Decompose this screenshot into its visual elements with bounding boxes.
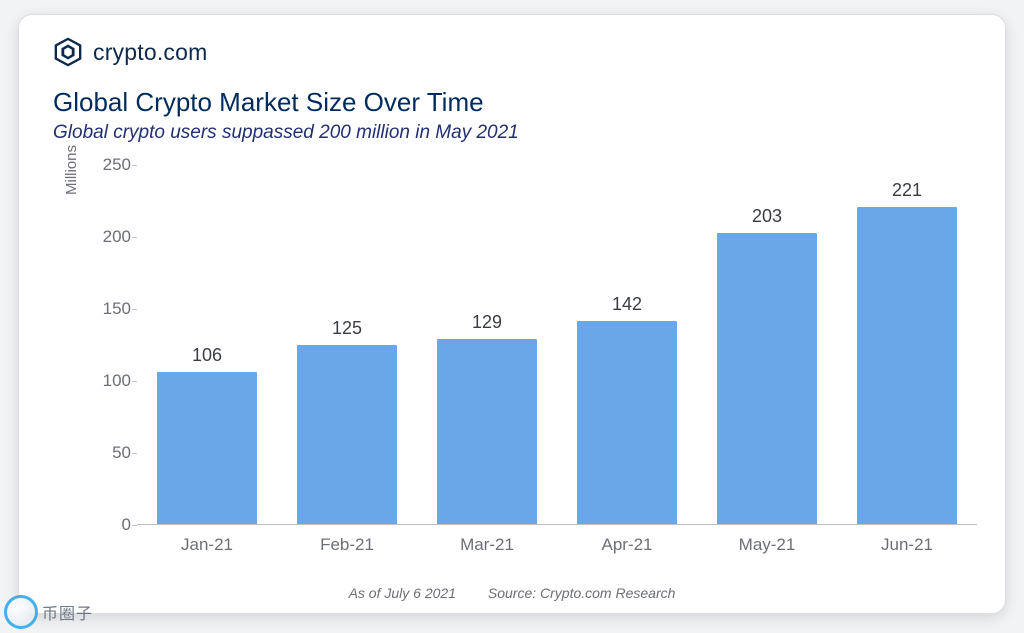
bar-value-label: 125 bbox=[297, 318, 398, 339]
x-tick-label: Feb-21 bbox=[277, 535, 417, 555]
y-tick-mark bbox=[132, 525, 137, 526]
chart-titles: Global Crypto Market Size Over Time Glob… bbox=[19, 67, 1005, 144]
brand-name: crypto.com bbox=[93, 39, 207, 66]
bar-rect: 106 bbox=[157, 372, 258, 525]
y-tick-label: 200 bbox=[87, 227, 131, 247]
chart-title: Global Crypto Market Size Over Time bbox=[53, 87, 971, 118]
y-axis-title: Millions bbox=[63, 145, 80, 195]
bar-rect: 125 bbox=[297, 345, 398, 525]
bar-rect: 142 bbox=[577, 321, 678, 525]
bar-rect: 203 bbox=[717, 233, 818, 525]
y-tick-label: 150 bbox=[87, 299, 131, 319]
x-tick-label: Jun-21 bbox=[837, 535, 977, 555]
bar-rect: 129 bbox=[437, 339, 538, 525]
footer-asof: As of July 6 2021 bbox=[349, 585, 456, 601]
y-tick-mark bbox=[132, 453, 137, 454]
y-tick-label: 50 bbox=[87, 443, 131, 463]
y-tick-label: 100 bbox=[87, 371, 131, 391]
watermark: 币圈子 bbox=[4, 595, 93, 629]
footer-source: Source: Crypto.com Research bbox=[488, 585, 676, 601]
x-tick-label: Apr-21 bbox=[557, 535, 697, 555]
bar-value-label: 203 bbox=[717, 206, 818, 227]
bar-slot: 203May-21 bbox=[697, 165, 837, 525]
x-tick-label: Mar-21 bbox=[417, 535, 557, 555]
watermark-text: 币圈子 bbox=[42, 600, 93, 624]
bar-slot: 221Jun-21 bbox=[837, 165, 977, 525]
x-tick-label: May-21 bbox=[697, 535, 837, 555]
watermark-ring-icon bbox=[4, 595, 38, 629]
bar-slot: 125Feb-21 bbox=[277, 165, 417, 525]
y-tick-mark bbox=[132, 237, 137, 238]
bar-group: 106Jan-21125Feb-21129Mar-21142Apr-21203M… bbox=[137, 165, 977, 525]
y-tick-mark bbox=[132, 165, 137, 166]
y-tick-mark bbox=[132, 309, 137, 310]
bar-value-label: 221 bbox=[857, 180, 958, 201]
y-tick-mark bbox=[132, 381, 137, 382]
bar-value-label: 106 bbox=[157, 345, 258, 366]
crypto-com-logo-icon bbox=[53, 37, 83, 67]
y-tick-label: 0 bbox=[87, 515, 131, 535]
chart-footer: As of July 6 2021 Source: Crypto.com Res… bbox=[19, 585, 1005, 601]
bar-slot: 142Apr-21 bbox=[557, 165, 697, 525]
chart-subtitle: Global crypto users suppassed 200 millio… bbox=[53, 122, 971, 144]
bar-value-label: 129 bbox=[437, 312, 538, 333]
y-tick-label: 250 bbox=[87, 155, 131, 175]
bar-slot: 129Mar-21 bbox=[417, 165, 557, 525]
chart-plot: Millions 106Jan-21125Feb-21129Mar-21142A… bbox=[83, 165, 983, 555]
x-axis-line bbox=[137, 524, 977, 525]
plot-area: 106Jan-21125Feb-21129Mar-21142Apr-21203M… bbox=[137, 165, 977, 525]
bar-slot: 106Jan-21 bbox=[137, 165, 277, 525]
chart-card: crypto.com Global Crypto Market Size Ove… bbox=[18, 14, 1006, 614]
bar-value-label: 142 bbox=[577, 294, 678, 315]
brand-header: crypto.com bbox=[19, 15, 1005, 67]
x-tick-label: Jan-21 bbox=[137, 535, 277, 555]
bar-rect: 221 bbox=[857, 207, 958, 525]
